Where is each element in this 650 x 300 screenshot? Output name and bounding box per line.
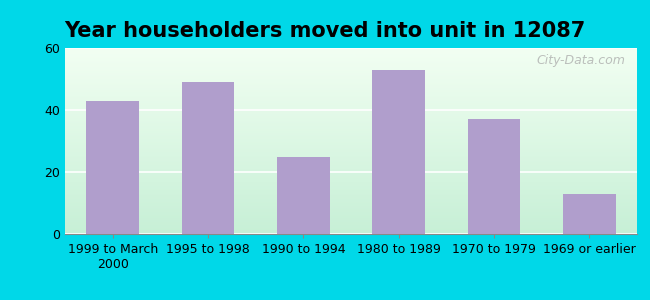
Bar [563, 194, 616, 234]
Bar [468, 119, 520, 234]
Bar [372, 70, 425, 234]
Bar [182, 82, 234, 234]
Bar [277, 157, 330, 234]
Text: Year householders moved into unit in 12087: Year householders moved into unit in 120… [64, 21, 586, 41]
Bar [86, 101, 139, 234]
Text: City-Data.com: City-Data.com [537, 54, 625, 67]
